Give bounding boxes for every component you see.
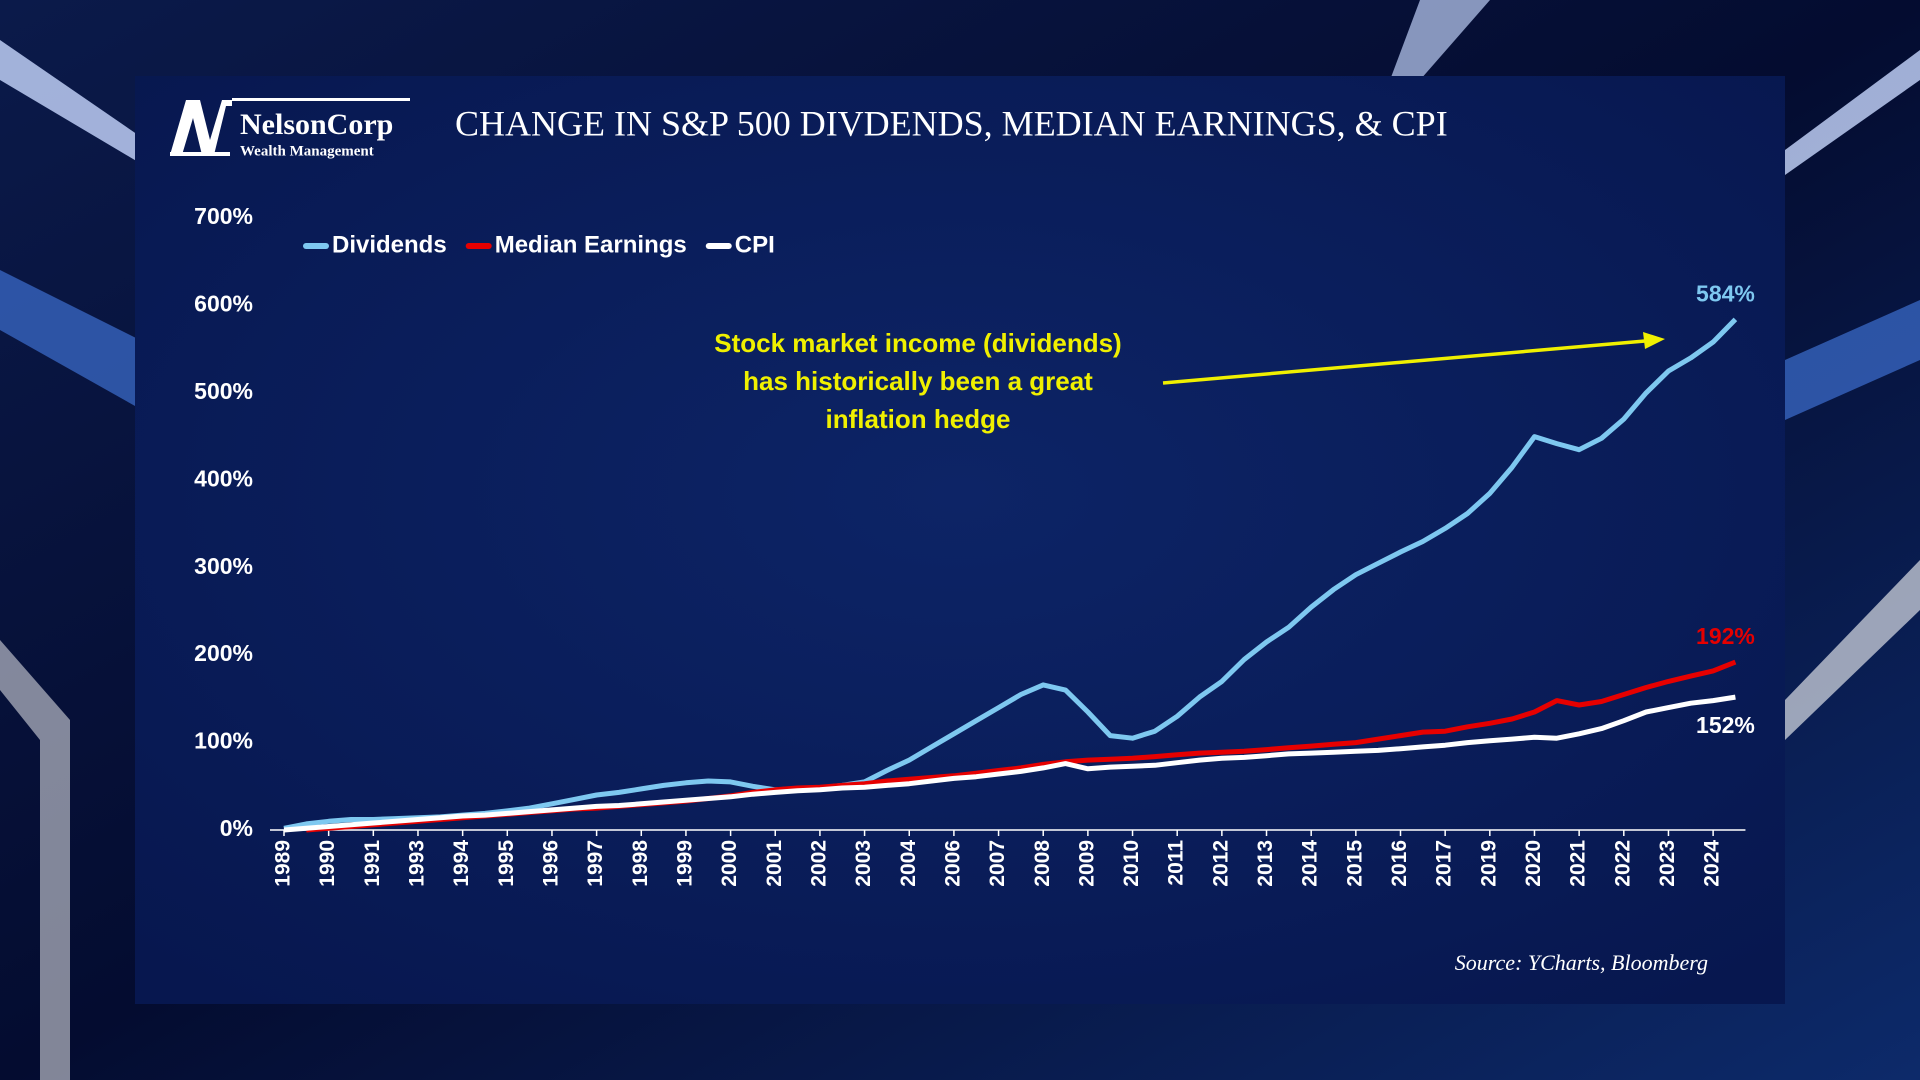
x-tick-label: 1998 <box>629 840 652 887</box>
legend-label: Median Earnings <box>495 231 687 258</box>
x-tick-label: 2009 <box>1075 840 1098 887</box>
x-tick-label: 2016 <box>1388 840 1411 887</box>
y-tick-label: 500% <box>194 378 253 404</box>
x-tick-label: 1996 <box>540 840 563 887</box>
x-tick-label: 2013 <box>1254 840 1277 887</box>
x-tick-label: 2002 <box>807 840 830 887</box>
annotation: Stock market income (dividends) <box>714 328 1121 358</box>
chart-title: CHANGE IN S&P 500 DIVDENDS, MEDIAN EARNI… <box>455 103 1448 143</box>
x-tick-label: 1993 <box>406 840 429 887</box>
legend-label: CPI <box>735 231 775 258</box>
decoration <box>0 640 70 1080</box>
x-tick-label: 2021 <box>1567 840 1590 887</box>
logo-mark <box>170 100 232 155</box>
logo-underline <box>170 152 230 156</box>
legend-label: Dividends <box>332 231 447 258</box>
x-tick-label: 2022 <box>1611 840 1634 887</box>
decoration <box>1390 0 1490 80</box>
y-tick-label: 300% <box>194 553 253 579</box>
x-tick-label: 2023 <box>1656 840 1679 887</box>
x-tick-label: 2004 <box>897 840 920 887</box>
x-tick-label: 2015 <box>1343 840 1366 887</box>
value-label: 584% <box>1696 280 1755 306</box>
y-tick-label: 200% <box>194 640 253 666</box>
x-tick-label: 2014 <box>1299 840 1322 887</box>
x-tick-label: 1995 <box>495 840 518 887</box>
y-tick-label: 600% <box>194 291 253 317</box>
chart-panel <box>135 76 1785 1004</box>
decoration <box>1785 560 1920 740</box>
x-tick-label: 2017 <box>1433 840 1456 887</box>
annotation: has historically been a great <box>743 366 1093 396</box>
annotation-arrowhead <box>1643 332 1665 349</box>
x-tick-label: 1991 <box>361 840 384 887</box>
series-line <box>283 317 1738 831</box>
logo-name: NelsonCorp <box>240 108 393 141</box>
decoration <box>1785 50 1920 175</box>
source: Source: YCharts, Bloomberg <box>1455 950 1708 975</box>
x-tick-label: 2003 <box>852 840 875 887</box>
x-tick-label: 2007 <box>986 840 1009 887</box>
decoration <box>1785 300 1920 420</box>
x-tick-label: 2008 <box>1031 840 1054 887</box>
x-tick-label: 1997 <box>584 840 607 887</box>
value-label: 192% <box>1696 623 1755 649</box>
decoration <box>0 270 160 420</box>
annotation: inflation hedge <box>826 404 1011 434</box>
x-tick-label: 2024 <box>1701 840 1724 887</box>
x-tick-label: 1990 <box>316 840 339 887</box>
annotation-arrow <box>1162 339 1646 385</box>
x-tick-label: 1989 <box>272 840 295 887</box>
x-tick-label: 2012 <box>1209 840 1232 887</box>
x-tick-label: 2019 <box>1477 840 1500 887</box>
x-tick-label: 2011 <box>1165 840 1188 886</box>
value-label: 152% <box>1696 712 1755 738</box>
y-tick-label: 700% <box>194 203 253 229</box>
x-tick-label: 1999 <box>673 840 696 887</box>
x-tick-label: 2010 <box>1120 840 1143 887</box>
x-tick-label: 2006 <box>941 840 964 887</box>
logo-overline <box>232 98 410 101</box>
x-tick-label: 1994 <box>450 840 473 887</box>
x-tick-label: 2000 <box>718 840 741 887</box>
logo-tagline: Wealth Management <box>240 143 374 159</box>
x-tick-label: 2020 <box>1522 840 1545 887</box>
x-tick-label: 2001 <box>763 840 786 887</box>
y-tick-label: 0% <box>220 815 253 841</box>
y-tick-label: 400% <box>194 465 253 491</box>
y-tick-label: 100% <box>194 728 253 754</box>
series-line <box>283 694 1736 833</box>
decoration <box>0 40 160 175</box>
